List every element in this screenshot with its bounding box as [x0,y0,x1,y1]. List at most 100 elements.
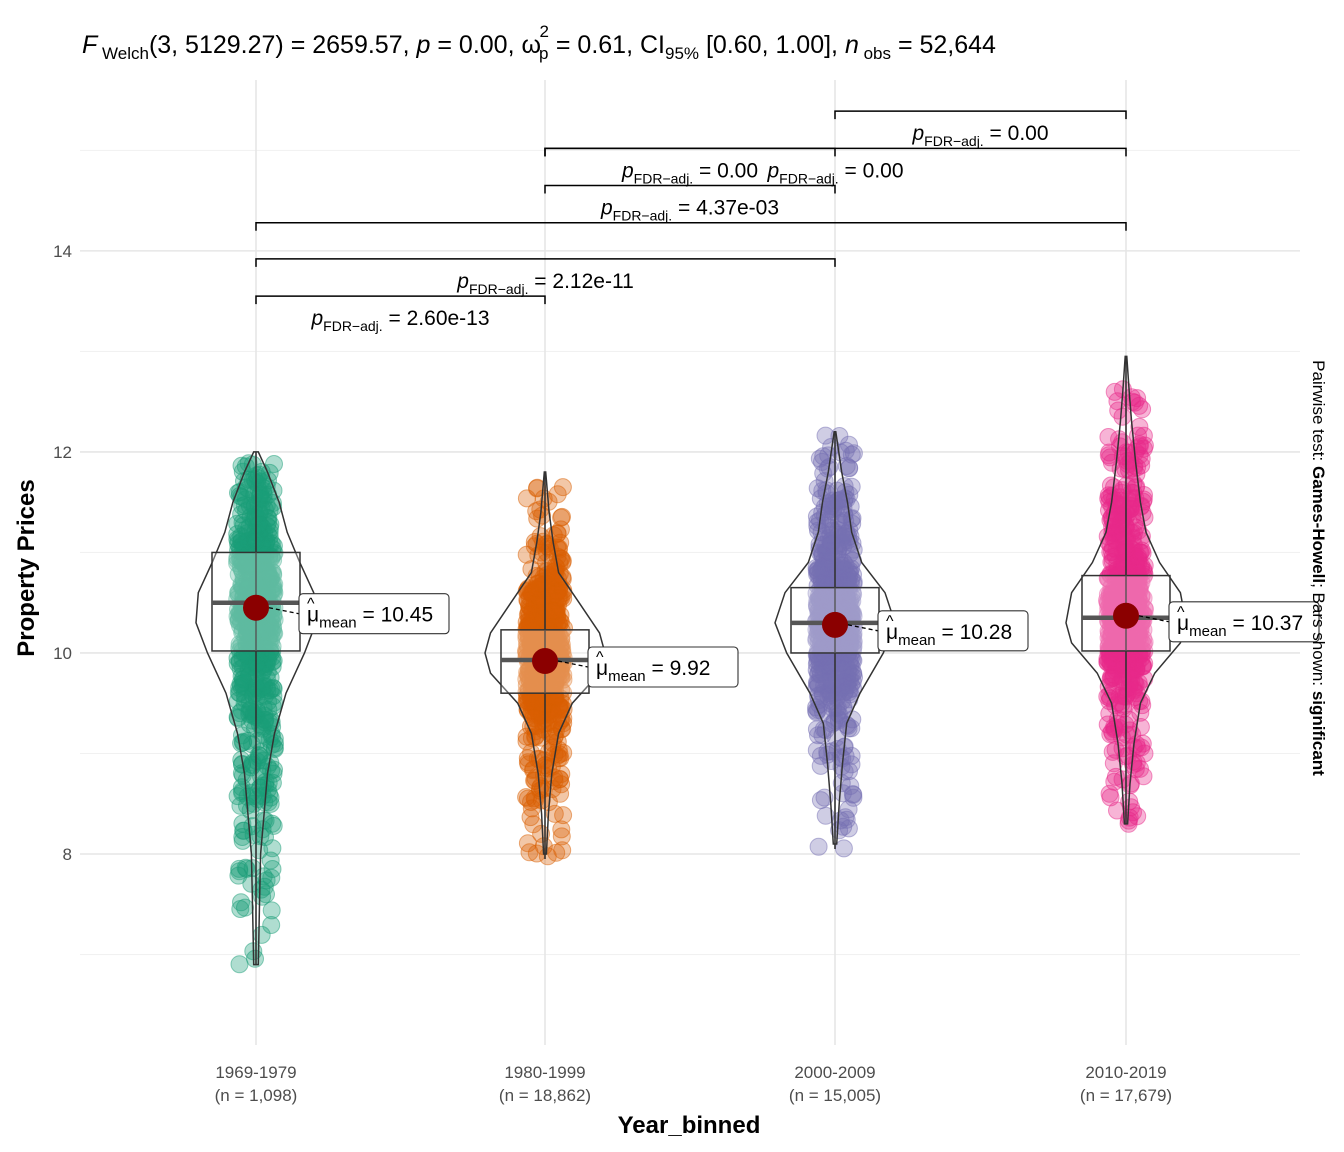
y-tick-label: 14 [53,242,72,261]
data-point [517,489,536,508]
data-point [1133,400,1152,419]
data-point [533,711,552,730]
data-point [813,481,832,500]
pairwise-bracket [255,221,1127,231]
data-point [834,839,853,858]
bracket-line [255,221,1127,231]
data-point [262,562,281,581]
data-point [808,565,827,584]
data-point [815,506,834,525]
mean-hat: ^ [886,613,894,630]
data-point [835,560,854,579]
data-point [1109,401,1128,420]
data-point [547,843,566,862]
data-point [232,677,250,696]
data-point [246,719,264,738]
group-2000-2009: μmean = 10.28^ [774,426,1029,858]
data-point [253,887,272,906]
pairwise-bracket: pFDR−adj. = 4.37e-03 [544,184,836,224]
data-point [1105,772,1124,791]
x-tick-label: 1980-1999 [504,1063,585,1082]
data-point [552,508,571,527]
data-point [243,859,262,878]
data-point [1099,428,1118,446]
data-point [250,841,269,860]
pairwise-bracket: pFDR−adj. = 0.00 [834,110,1127,149]
data-point [821,535,840,554]
data-point [229,541,248,560]
bracket-line [834,110,1127,120]
x-axis-title: Year_binned [618,1112,761,1139]
pairwise-bracket: pFDR−adj. = 2.60e-13 [255,295,546,334]
mean-point [243,594,269,621]
x-tick-count-label: (n = 15,005) [789,1086,881,1105]
mean-label-box [298,593,450,635]
y-tick-label: 10 [53,644,72,663]
data-point [236,618,255,636]
group-2010-2019: μmean = 10.37^ [1065,355,1320,833]
y-tick-label: 8 [63,845,72,864]
data-point [265,693,283,712]
data-point [241,657,260,676]
data-point [548,538,567,557]
data-point [533,506,552,525]
group-1980-1999: μmean = 9.92^ [484,471,739,866]
data-point [1109,495,1128,514]
data-point [231,900,250,918]
pairwise-comparisons: pFDR−adj. = 2.60e-13 pFDR−adj. = 2.12e-11… [255,110,1127,334]
pairwise-test-caption: Pairwise test: Games-Howell; Bars shown:… [1309,360,1328,776]
data-point [261,851,280,870]
x-tick-label: 2010-2019 [1085,1063,1166,1082]
bracket-line [255,295,546,305]
data-point [262,901,281,920]
data-point [245,470,264,489]
data-point [1122,798,1140,817]
data-point [518,749,537,768]
data-point [1113,671,1132,690]
pairwise-p-label: pFDR−adj. = 2.60e-13 [310,307,489,334]
mean-label: μmean = 10.45 [307,604,433,632]
x-tick-count-label: (n = 17,679) [1080,1086,1172,1105]
data-point [243,558,262,576]
data-point [828,699,847,717]
chart-title: F Welch(3, 5129.27) = 2659.57, p = 0.00,… [82,22,996,63]
y-axis-title: Property Prices [13,479,40,656]
data-point [254,621,273,640]
data-point [229,483,247,502]
data-point [262,916,281,934]
mean-point [532,648,558,675]
data-point [551,784,570,803]
data-point [552,765,571,783]
pairwise-p-label: pFDR−adj. = 4.37e-03 [600,197,779,224]
data-point [249,524,268,543]
data-point [521,808,540,827]
x-tick-label: 2000-2009 [794,1063,875,1082]
y-tick-label: 12 [53,443,72,462]
x-tick-count-label: (n = 18,862) [499,1086,591,1105]
group-1969-1979: μmean = 10.45^ [195,451,450,974]
data-point [528,691,547,710]
data-point [543,601,562,620]
data-point [248,752,266,771]
mean-point [1113,602,1139,629]
data-point [230,862,249,881]
group-layers: μmean = 10.45^μmean = 9.92^μmean = 10.28… [195,355,1320,974]
mean-label-connector [268,607,300,615]
data-point [839,800,858,819]
data-point [230,955,249,974]
data-point [244,787,263,806]
data-point [1100,692,1119,710]
data-point [1128,439,1147,458]
data-point [249,748,268,767]
x-tick-label: 1969-1979 [215,1063,296,1082]
data-point [252,679,271,698]
data-point [233,513,252,532]
x-tick-count-label: (n = 1,098) [215,1086,298,1105]
data-point [1101,788,1120,807]
bracket-line [544,184,836,194]
data-point [248,787,267,806]
pairwise-p-label: pFDR−adj. = 0.00 [911,122,1048,149]
bracket-line [544,147,836,157]
data-point [554,806,573,825]
